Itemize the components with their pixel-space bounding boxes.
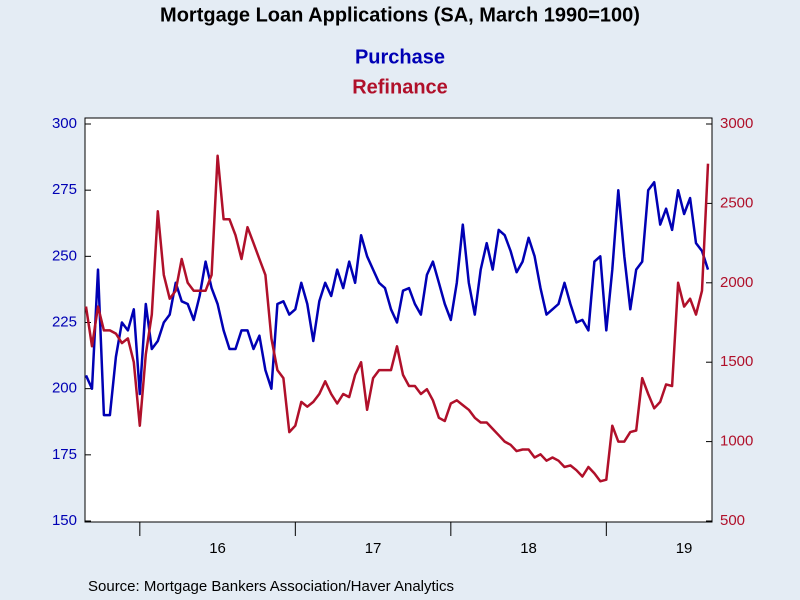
- y-tick-label: 300: [52, 115, 77, 132]
- y-tick-label: 225: [52, 313, 77, 330]
- y-tick-label: 175: [52, 446, 77, 463]
- y2-tick-label: 1500: [720, 353, 753, 370]
- y-tick-label: 250: [52, 247, 77, 264]
- y-tick-label: 275: [52, 181, 77, 198]
- chart-title: Mortgage Loan Applications (SA, March 19…: [160, 4, 640, 26]
- series-line: [84, 154, 710, 483]
- legend-entry: Refinance: [352, 76, 448, 98]
- x-tick-label: 18: [520, 540, 537, 557]
- y2-tick-label: 500: [720, 512, 745, 529]
- y2-tick-label: 2000: [720, 274, 753, 291]
- x-tick-label: 17: [365, 540, 382, 557]
- y-tick-label: 200: [52, 380, 77, 397]
- legend-entry: Purchase: [355, 46, 445, 68]
- x-tick-label: 16: [209, 540, 226, 557]
- y2-tick-label: 1000: [720, 433, 753, 450]
- x-tick-label: 19: [676, 540, 693, 557]
- series-line: [84, 180, 710, 417]
- source: Source: Mortgage Bankers Association/Hav…: [88, 578, 454, 595]
- y-tick-label: 150: [52, 512, 77, 529]
- y2-tick-label: 2500: [720, 194, 753, 211]
- y2-tick-label: 3000: [720, 115, 753, 132]
